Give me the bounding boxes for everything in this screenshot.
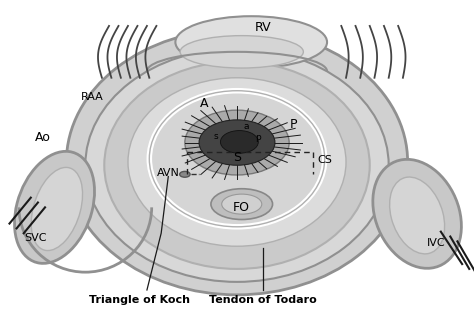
Ellipse shape (373, 159, 461, 268)
Ellipse shape (199, 120, 275, 165)
Text: CS: CS (317, 156, 332, 165)
Ellipse shape (128, 78, 346, 246)
Ellipse shape (104, 62, 370, 269)
Text: RV: RV (255, 21, 272, 34)
Text: RAA: RAA (81, 92, 104, 102)
Text: P: P (290, 118, 298, 131)
Ellipse shape (15, 151, 94, 263)
Ellipse shape (211, 189, 273, 220)
Ellipse shape (390, 177, 445, 254)
Text: IVC: IVC (427, 238, 446, 248)
Text: AVN: AVN (157, 168, 180, 178)
Ellipse shape (222, 194, 262, 214)
Ellipse shape (185, 110, 289, 175)
Text: p: p (255, 133, 261, 142)
Ellipse shape (31, 168, 82, 250)
Text: a: a (244, 122, 249, 131)
Ellipse shape (220, 131, 258, 153)
Ellipse shape (175, 16, 327, 68)
Text: Triangle of Koch: Triangle of Koch (89, 295, 191, 305)
Ellipse shape (66, 29, 408, 295)
Text: s: s (213, 132, 218, 141)
Text: FO: FO (233, 201, 250, 214)
Ellipse shape (85, 49, 389, 282)
Ellipse shape (180, 171, 190, 177)
Text: SVC: SVC (24, 233, 47, 243)
Text: Ao: Ao (35, 131, 51, 144)
Text: A: A (200, 97, 208, 110)
Ellipse shape (149, 91, 325, 227)
Text: S: S (233, 151, 241, 164)
Ellipse shape (180, 36, 303, 68)
Text: Tendon of Todaro: Tendon of Todaro (209, 295, 317, 305)
